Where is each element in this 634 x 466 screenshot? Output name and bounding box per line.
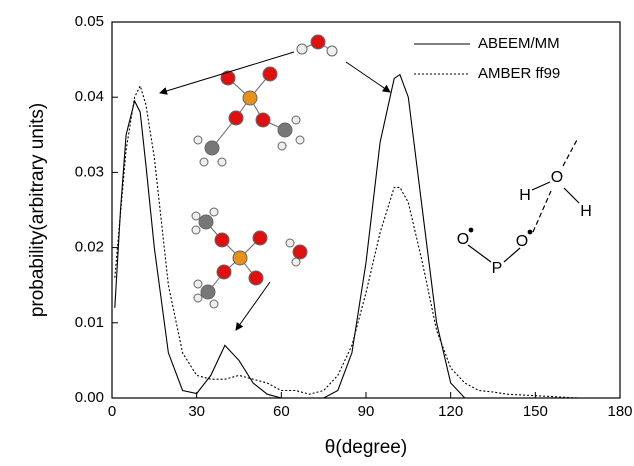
- series-line: [115, 75, 578, 398]
- arrows: [160, 52, 390, 330]
- x-tick-label: 120: [438, 403, 463, 420]
- x-tick-label: 30: [188, 403, 205, 420]
- x-tick-label: 150: [523, 403, 548, 420]
- x-tick-label: 60: [273, 403, 290, 420]
- atom-label: H: [519, 187, 531, 204]
- atom-label: O: [457, 231, 469, 248]
- x-tick-label: 90: [358, 403, 375, 420]
- y-tick-label: 0.03: [75, 163, 104, 180]
- atom-label: O: [516, 233, 528, 250]
- chart: θ(degree) probability(arbitrary units): [0, 0, 634, 461]
- y-tick-label: 0.01: [75, 314, 104, 331]
- x-axis-label: θ(degree): [325, 437, 407, 458]
- y-tick-label: 0.05: [75, 13, 104, 30]
- y-tick-label: 0.00: [75, 389, 104, 406]
- atom-label: O: [551, 169, 563, 186]
- atom-label: P: [492, 260, 503, 277]
- y-tick-label: 0.02: [75, 239, 104, 256]
- molecule-illustration: [192, 35, 337, 308]
- y-axis-label: probability(arbitrary units): [27, 103, 48, 317]
- x-tick-label: 0: [108, 403, 116, 420]
- y-tick-label: 0.04: [75, 88, 104, 105]
- legend-label: ABEEM/MM: [478, 35, 560, 52]
- series-line: [115, 86, 578, 398]
- x-tick-label: 180: [607, 403, 632, 420]
- atom-label: H: [580, 203, 592, 220]
- legend-label: AMBER ff99: [478, 65, 560, 82]
